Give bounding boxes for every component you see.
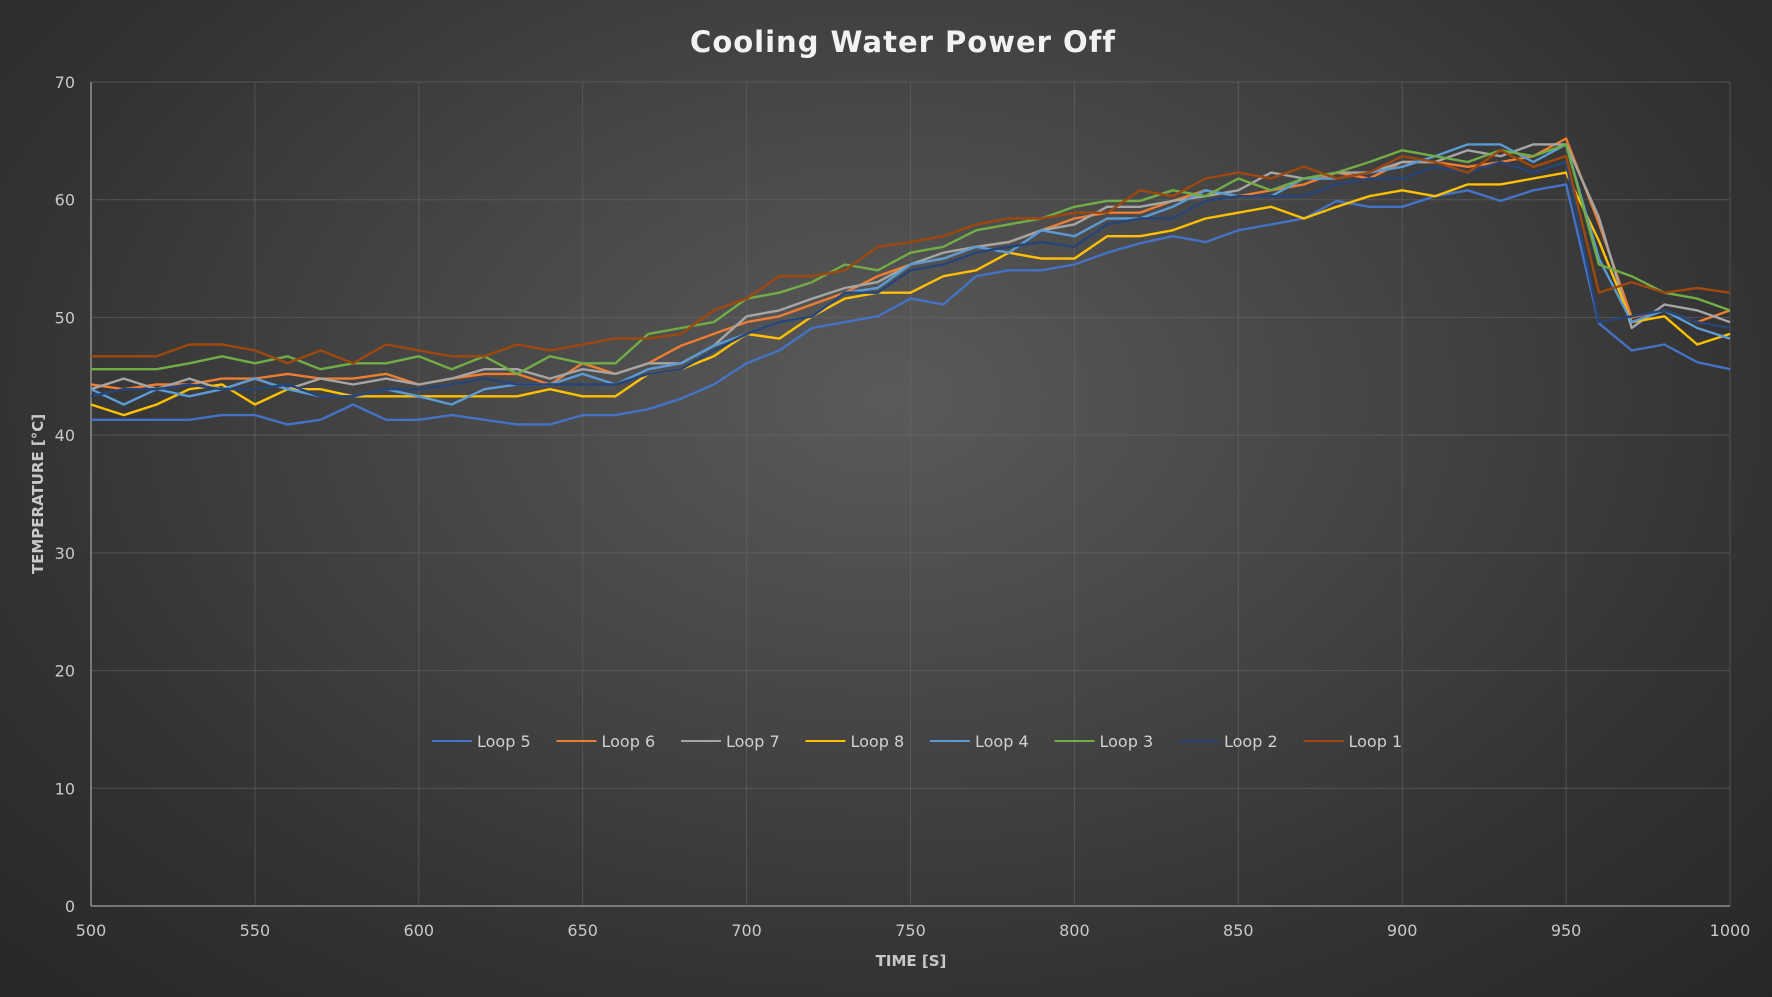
- legend-label: Loop 2: [1224, 732, 1278, 751]
- chart-title: Cooling Water Power Off: [690, 25, 1116, 59]
- x-tick-label: 950: [1551, 921, 1582, 940]
- legend-item: Loop 5: [432, 732, 531, 751]
- y-tick-label: 30: [55, 544, 75, 563]
- series-lines: [90, 137, 1731, 426]
- x-tick-label: 600: [404, 921, 435, 940]
- y-tick-label: 40: [55, 426, 75, 445]
- x-tick-label: 750: [895, 921, 926, 940]
- x-tick-label: 700: [731, 921, 762, 940]
- series-line-loop-5: [91, 183, 1731, 426]
- legend: Loop 5 Loop 6 Loop 7 Loop 8 Loop 4 Loop 3 Loop…: [432, 732, 1402, 751]
- legend-label: Loop 7: [726, 732, 780, 751]
- legend-item: Loop 1: [1303, 732, 1403, 751]
- y-tick-label: 50: [55, 308, 75, 327]
- legend-item: Loop 4: [930, 732, 1029, 751]
- x-tick-label: 650: [567, 921, 598, 940]
- y-tick-label: 20: [55, 662, 75, 681]
- series-line-loop-8: [90, 171, 1731, 417]
- legend-item: Loop 7: [681, 732, 780, 751]
- legend-label: Loop 6: [602, 732, 656, 751]
- gridlines: [91, 81, 1731, 906]
- x-tick-label: 500: [76, 921, 107, 940]
- legend-item: Loop 6: [556, 732, 656, 751]
- y-tick-label: 10: [55, 779, 75, 798]
- legend-item: Loop 3: [1054, 732, 1154, 751]
- legend-label: Loop 1: [1349, 732, 1403, 751]
- x-tick-label: 800: [1059, 921, 1090, 940]
- series-line-loop-1: [91, 149, 1731, 365]
- y-tick-label: 0: [65, 897, 75, 916]
- x-tick-label: 550: [240, 921, 271, 940]
- series-line-loop-2: [90, 160, 1731, 398]
- legend-item: Loop 2: [1179, 732, 1278, 751]
- legend-label: Loop 8: [851, 732, 905, 751]
- x-tick-label: 1000: [1710, 921, 1751, 940]
- y-tick-label: 70: [55, 73, 75, 92]
- axes: 0 10 20 30 40 50 60 70 500 550 600 650 700 750 800 850 9…: [55, 73, 1751, 940]
- legend-label: Loop 5: [477, 732, 531, 751]
- x-tick-label: 900: [1387, 921, 1418, 940]
- x-axis-label: TIME [S]: [876, 952, 947, 970]
- x-tick-label: 850: [1223, 921, 1254, 940]
- y-tick-label: 60: [55, 191, 75, 210]
- series-line-loop-3: [91, 143, 1731, 376]
- y-axis-label: TEMPERATURE [°C]: [29, 414, 47, 574]
- legend-label: Loop 4: [975, 732, 1029, 751]
- legend-label: Loop 3: [1100, 732, 1154, 751]
- legend-item: Loop 8: [805, 732, 905, 751]
